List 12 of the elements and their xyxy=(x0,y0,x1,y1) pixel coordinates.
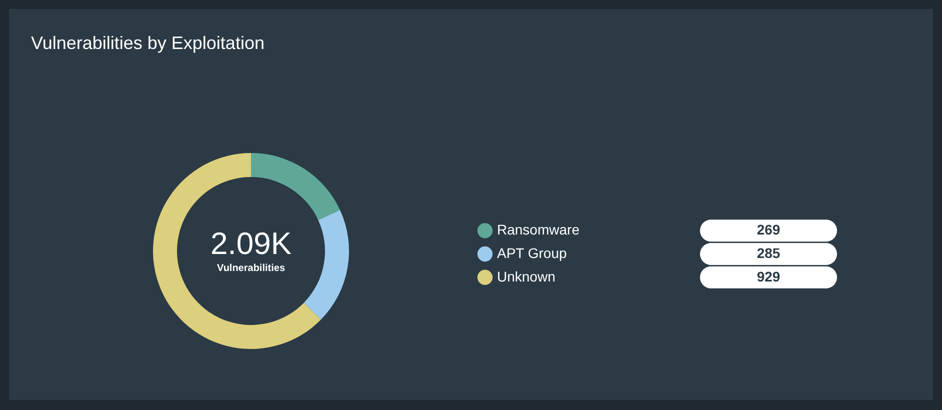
text: Vulnerabilities xyxy=(217,263,286,274)
data-label: 269 xyxy=(756,222,780,238)
data-label: 929 xyxy=(756,268,780,284)
legend-label: Ransomware xyxy=(497,222,580,238)
donut-slice xyxy=(304,210,349,320)
data-label: 285 xyxy=(756,245,780,261)
legend-label: APT Group xyxy=(497,245,567,261)
chart-title: Vulnerabilities by Exploitation xyxy=(31,33,264,53)
donut-slice xyxy=(153,153,321,349)
legend-label: Unknown xyxy=(497,268,556,284)
donut-slice xyxy=(251,153,340,220)
text: 2.09K xyxy=(210,226,292,261)
